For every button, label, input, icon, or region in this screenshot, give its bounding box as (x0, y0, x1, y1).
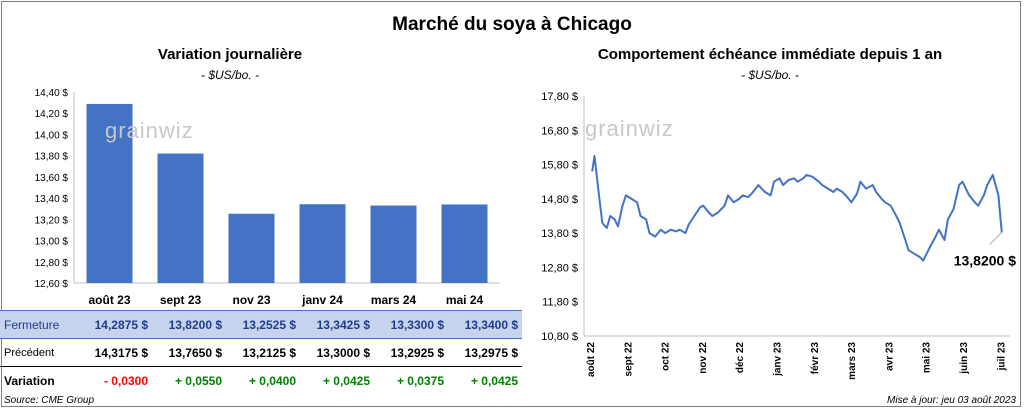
bar-category-label: mars 24 (371, 293, 417, 307)
cell-variation-1: - 0,0300 (103, 373, 148, 388)
bar (157, 153, 204, 283)
left-chart-title: Variation journalière (157, 46, 303, 63)
bar-category-label: nov 23 (232, 293, 270, 307)
line-y-tick-label: 10,80 $ (541, 331, 578, 343)
bar-category-label: août 23 (88, 293, 130, 307)
right-watermark: grainwiz (585, 116, 674, 141)
cell-precedent-2: 13,7650 $ (152, 338, 226, 367)
line-x-tick-label: avr 23 (884, 342, 895, 371)
cell-fermeture-4: 13,3425 $ (300, 310, 374, 339)
bar (299, 204, 346, 283)
bar-y-tick-label: 14,00 $ (35, 130, 69, 141)
line-x-tick-label: mai 23 (922, 342, 933, 374)
line-y-tick-label: 12,80 $ (541, 262, 578, 274)
bar (441, 204, 488, 283)
line-x-tick-label: oct 22 (661, 342, 672, 371)
bar-y-tick-label: 13,20 $ (35, 215, 69, 226)
right-chart-unit: - $US/bo. - (740, 68, 800, 82)
left-chart-unit: - $US/bo. - (200, 68, 260, 82)
line-x-tick-label: févr 23 (810, 342, 821, 375)
bar-y-tick-label: 14,40 $ (35, 88, 69, 99)
row-label-precedent: Précédent (0, 338, 78, 367)
bar-category-label: janv 24 (301, 293, 343, 307)
cell-fermeture-6: 13,3400 $ (448, 310, 522, 339)
row-precedent: Précédent 14,3175 $ 13,7650 $ 13,2125 $ … (0, 338, 522, 367)
cell-fermeture-5: 13,3300 $ (374, 310, 448, 339)
bar-y-tick-label: 13,40 $ (35, 194, 69, 205)
bar-y-tick-label: 12,80 $ (35, 258, 69, 269)
cell-variation-6: + 0,0425 (470, 373, 518, 388)
bar (86, 103, 133, 283)
line-x-tick-label: janv 23 (773, 342, 784, 377)
page-title: Marché du soya à Chicago (392, 14, 632, 35)
bar-y-tick-label: 12,60 $ (35, 279, 69, 290)
cell-precedent-5: 13,2925 $ (374, 338, 448, 367)
row-label-fermeture: Fermeture (0, 310, 78, 339)
line-y-tick-label: 17,80 $ (541, 91, 578, 103)
cell-variation-2: + 0,0550 (174, 373, 222, 388)
last-value-leader (989, 232, 1003, 245)
bar-y-tick-label: 13,80 $ (35, 152, 69, 163)
line-chart: 10,80 $ 11,80 $ 12,80 $ 13,80 $ 14,80 $ 15,80… (541, 91, 1016, 380)
bar-category-label: sept 23 (160, 293, 202, 307)
line-x-tick-label: juil 23 (996, 342, 1007, 372)
cell-variation-3: + 0,0400 (248, 373, 296, 388)
line-x-tick-label: nov 22 (698, 342, 709, 374)
bar-y-tick-label: 13,00 $ (35, 237, 69, 248)
line-x-tick-label: sept 22 (623, 342, 634, 377)
line-y-tick-label: 11,80 $ (542, 297, 578, 309)
left-watermark: grainwiz (105, 118, 194, 143)
line-y-tick-label: 15,80 $ (541, 160, 578, 172)
cell-precedent-3: 13,2125 $ (226, 338, 300, 367)
cell-variation-5: + 0,0375 (396, 373, 444, 388)
row-variation: Variation - 0,0300 + 0,0550 + 0,0400 + 0… (0, 367, 522, 395)
right-chart-title: Comportement échéance immédiate depuis 1… (597, 46, 943, 63)
cell-precedent-1: 14,3175 $ (78, 338, 152, 367)
line-y-tick-label: 13,80 $ (541, 228, 578, 240)
line-x-tick-label: mars 23 (847, 342, 858, 380)
line-x-tick-label: déc 22 (735, 342, 746, 374)
bar (370, 205, 417, 283)
bar-category-label: mai 24 (446, 293, 484, 307)
cell-precedent-4: 13,3000 $ (300, 338, 374, 367)
line-y-tick-label: 14,80 $ (541, 194, 578, 206)
row-fermeture: Fermeture 14,2875 $ 13,8200 $ 13,2525 $ … (0, 310, 522, 339)
bar-chart: 12,60 $ 12,80 $ 13,00 $ 13,20 $ 13,40 $ 13,60… (35, 88, 500, 307)
cell-fermeture-2: 13,8200 $ (152, 310, 226, 339)
bar-y-tick-label: 14,20 $ (35, 109, 69, 120)
bar-y-tick-label: 13,60 $ (35, 173, 69, 184)
last-value-label: 13,8200 $ (954, 252, 1016, 268)
bar (228, 213, 275, 283)
price-table: Fermeture 14,2875 $ 13,8200 $ 13,2525 $ … (0, 310, 522, 394)
line-x-tick-label: août 22 (586, 342, 597, 377)
line-x-tick-label: juin 23 (959, 342, 970, 375)
cell-fermeture-3: 13,2525 $ (226, 310, 300, 339)
row-label-variation: Variation (4, 373, 55, 388)
cell-fermeture-1: 14,2875 $ (78, 310, 152, 339)
update-note: Mise à jour: jeu 03 août 2023 (887, 395, 1016, 406)
cell-variation-4: + 0,0425 (322, 373, 370, 388)
line-y-tick-label: 16,80 $ (541, 125, 578, 137)
cell-precedent-6: 13,2975 $ (448, 338, 522, 367)
price-series-line (591, 155, 1003, 262)
source-note: Source: CME Group (4, 395, 95, 406)
